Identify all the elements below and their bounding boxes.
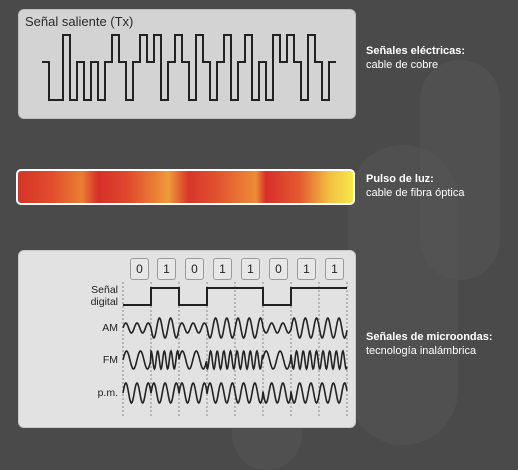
electrical-caption-sub: cable de cobre [366,59,439,71]
fiber-caption-title: Pulso de luz: [366,173,434,185]
bit-box: 1 [157,258,176,280]
pm-label: p.m. [97,387,118,399]
bit-box: 0 [269,258,288,280]
fm-label: FM [102,354,118,366]
wireless-caption-sub: tecnología inalámbrica [366,345,477,357]
bit-box: 0 [130,258,149,280]
bit-box: 1 [325,258,344,280]
bit-box: 1 [241,258,260,280]
modulation-waveforms [122,282,348,418]
wireless-caption-title: Señales de microondas: [366,331,493,343]
electrical-waveform [42,34,336,101]
outgoing-signal-title: Señal saliente (Tx) [25,14,134,29]
bit-box: 1 [297,258,316,280]
bit-box: 0 [185,258,204,280]
fiber-caption-sub: cable de fibra óptica [366,187,465,199]
background-decoration [420,60,500,280]
fm-wave [122,349,348,371]
digital-signal-wave [123,287,347,306]
pm-wave [122,381,348,405]
electrical-caption-title: Señales eléctricas: [366,45,466,57]
electrical-caption: Señales eléctricas: cable de cobre [366,44,465,72]
am-label: AM [102,322,118,334]
fiber-caption: Pulso de luz: cable de fibra óptica [366,172,464,200]
digital-signal-label-line1: Señal [91,284,118,296]
am-wave [122,316,348,340]
bit-box: 1 [213,258,232,280]
wireless-caption: Señales de microondas: tecnología inalám… [366,330,493,358]
light-pulse-bar [16,169,355,205]
digital-signal-label: Señal digital [91,284,118,308]
digital-signal-label-line2: digital [90,296,118,308]
